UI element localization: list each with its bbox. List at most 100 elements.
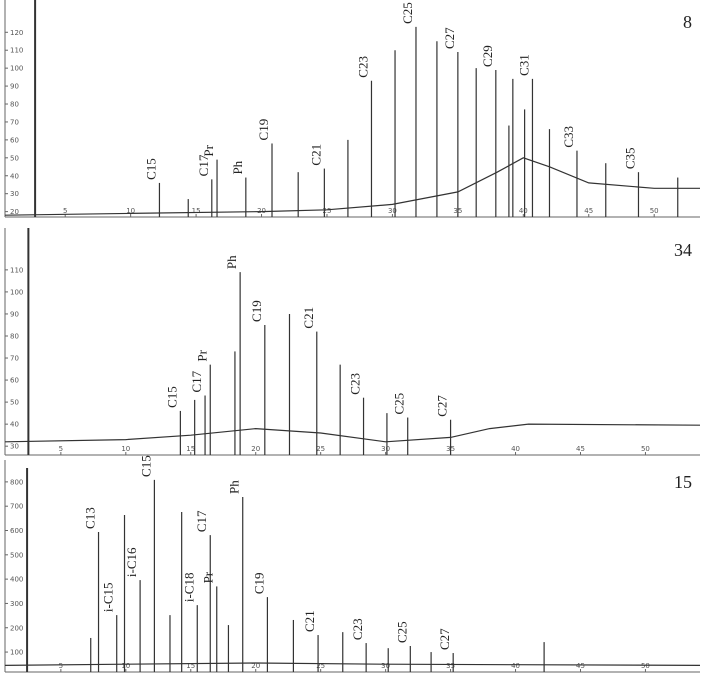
y-tick-label: 80 [10, 332, 19, 340]
panel-number: 34 [674, 240, 692, 260]
panel: 100 200 300 400 500 600 700 800 5 10 15 20 25 30 35 40 4… [4, 455, 701, 673]
peak-label: C23 [355, 56, 370, 78]
peak-label: C31 [516, 54, 531, 76]
x-tick-label: 10 [126, 207, 135, 215]
x-tick-label: 5 [59, 662, 63, 670]
peak-label: C21 [302, 610, 317, 632]
x-tick-label: 15 [186, 445, 195, 453]
baseline-trace [4, 157, 700, 216]
peak-label: C17 [189, 370, 204, 392]
y-tick-label: 600 [10, 527, 23, 535]
peak-label: C27 [442, 27, 457, 49]
x-tick-label: 50 [650, 207, 659, 215]
y-tick-label: 30 [10, 190, 19, 198]
y-tick-label: 40 [10, 172, 19, 180]
y-tick-label: 70 [10, 355, 19, 363]
y-tick-label: 80 [10, 101, 19, 109]
x-tick-label: 50 [641, 662, 650, 670]
peak-label: i-C18 [181, 573, 196, 603]
peak-label: C21 [301, 307, 316, 329]
peak-label: C17 [196, 154, 211, 176]
y-tick-label: 400 [10, 576, 23, 584]
baseline-trace [4, 423, 701, 443]
x-tick-label: 25 [316, 445, 325, 453]
x-tick-label: 30 [388, 207, 397, 215]
panel-number: 8 [683, 12, 692, 32]
y-tick-label: 50 [10, 399, 19, 407]
peak-label: Pr [201, 144, 216, 156]
peak-label: C19 [249, 300, 264, 322]
x-tick-label: 15 [192, 207, 201, 215]
x-tick-label: 15 [186, 662, 195, 670]
x-tick-label: 45 [576, 662, 585, 670]
x-tick-label: 40 [511, 445, 520, 453]
peak-label: C35 [622, 147, 637, 169]
peak-label: C23 [350, 618, 365, 640]
x-tick-label: 10 [121, 445, 130, 453]
x-tick-label: 5 [59, 445, 63, 453]
peak-label: C21 [308, 144, 323, 166]
panel: 2030405060708090100110120510152025303540… [4, 0, 700, 218]
peak-label: C19 [251, 572, 266, 594]
x-tick-label: 45 [576, 445, 585, 453]
y-tick-label: 100 [10, 288, 23, 296]
x-tick-label: 30 [381, 662, 390, 670]
peak-label: C29 [480, 45, 495, 67]
peak-label: C25 [394, 621, 409, 643]
peak-label: Ph [227, 480, 242, 494]
y-tick-label: 30 [10, 443, 19, 451]
peak-label: C25 [392, 393, 407, 415]
panel-number: 15 [674, 472, 692, 492]
peak-label: Ph [224, 255, 239, 269]
baseline-trace [4, 662, 701, 666]
x-tick-label: 45 [584, 207, 593, 215]
y-tick-label: 50 [10, 154, 19, 162]
y-tick-label: 100 [10, 65, 23, 73]
y-tick-label: 200 [10, 624, 23, 632]
peak-label: C23 [348, 373, 363, 395]
peak-label: i-C16 [124, 547, 139, 577]
x-tick-label: 35 [446, 662, 455, 670]
x-tick-label: 25 [323, 207, 332, 215]
y-tick-label: 110 [10, 47, 23, 55]
peak-label: C15 [164, 386, 179, 408]
peak-label: C27 [437, 628, 452, 650]
peak-label: C19 [256, 119, 271, 141]
y-tick-label: 20 [10, 208, 19, 216]
peak-label: C13 [83, 507, 98, 529]
x-tick-label: 5 [63, 207, 67, 215]
y-tick-label: 120 [10, 29, 23, 37]
y-tick-label: 40 [10, 421, 19, 429]
x-tick-label: 20 [251, 445, 260, 453]
peak-label: Pr [194, 349, 209, 361]
peak-label: C17 [194, 510, 209, 532]
peak-label: C25 [400, 2, 415, 24]
x-tick-label: 10 [121, 662, 130, 670]
x-tick-label: 25 [316, 662, 325, 670]
y-tick-label: 700 [10, 503, 23, 511]
y-tick-label: 800 [10, 478, 23, 486]
x-tick-label: 40 [511, 662, 520, 670]
y-tick-label: 60 [10, 136, 19, 144]
x-tick-label: 20 [251, 662, 260, 670]
peak-label: C27 [435, 395, 450, 417]
panel: 304050607080901001105101520253035404550C… [4, 228, 701, 456]
y-tick-label: 110 [10, 266, 23, 274]
peak-label: C33 [561, 126, 576, 148]
x-tick-label: 40 [519, 207, 528, 215]
peak-label: C15 [143, 158, 158, 180]
y-tick-label: 100 [10, 649, 23, 657]
y-tick-label: 500 [10, 551, 23, 559]
y-tick-label: 90 [10, 310, 19, 318]
peak-label: C15 [138, 455, 153, 477]
peak-label: Ph [230, 160, 245, 174]
y-tick-label: 90 [10, 83, 19, 91]
x-tick-label: 30 [381, 445, 390, 453]
peak-label: i-C15 [101, 582, 116, 612]
x-tick-label: 50 [641, 445, 650, 453]
y-tick-label: 300 [10, 600, 23, 608]
y-tick-label: 60 [10, 377, 19, 385]
peak-label: Pr [201, 571, 216, 583]
y-tick-label: 70 [10, 118, 19, 126]
